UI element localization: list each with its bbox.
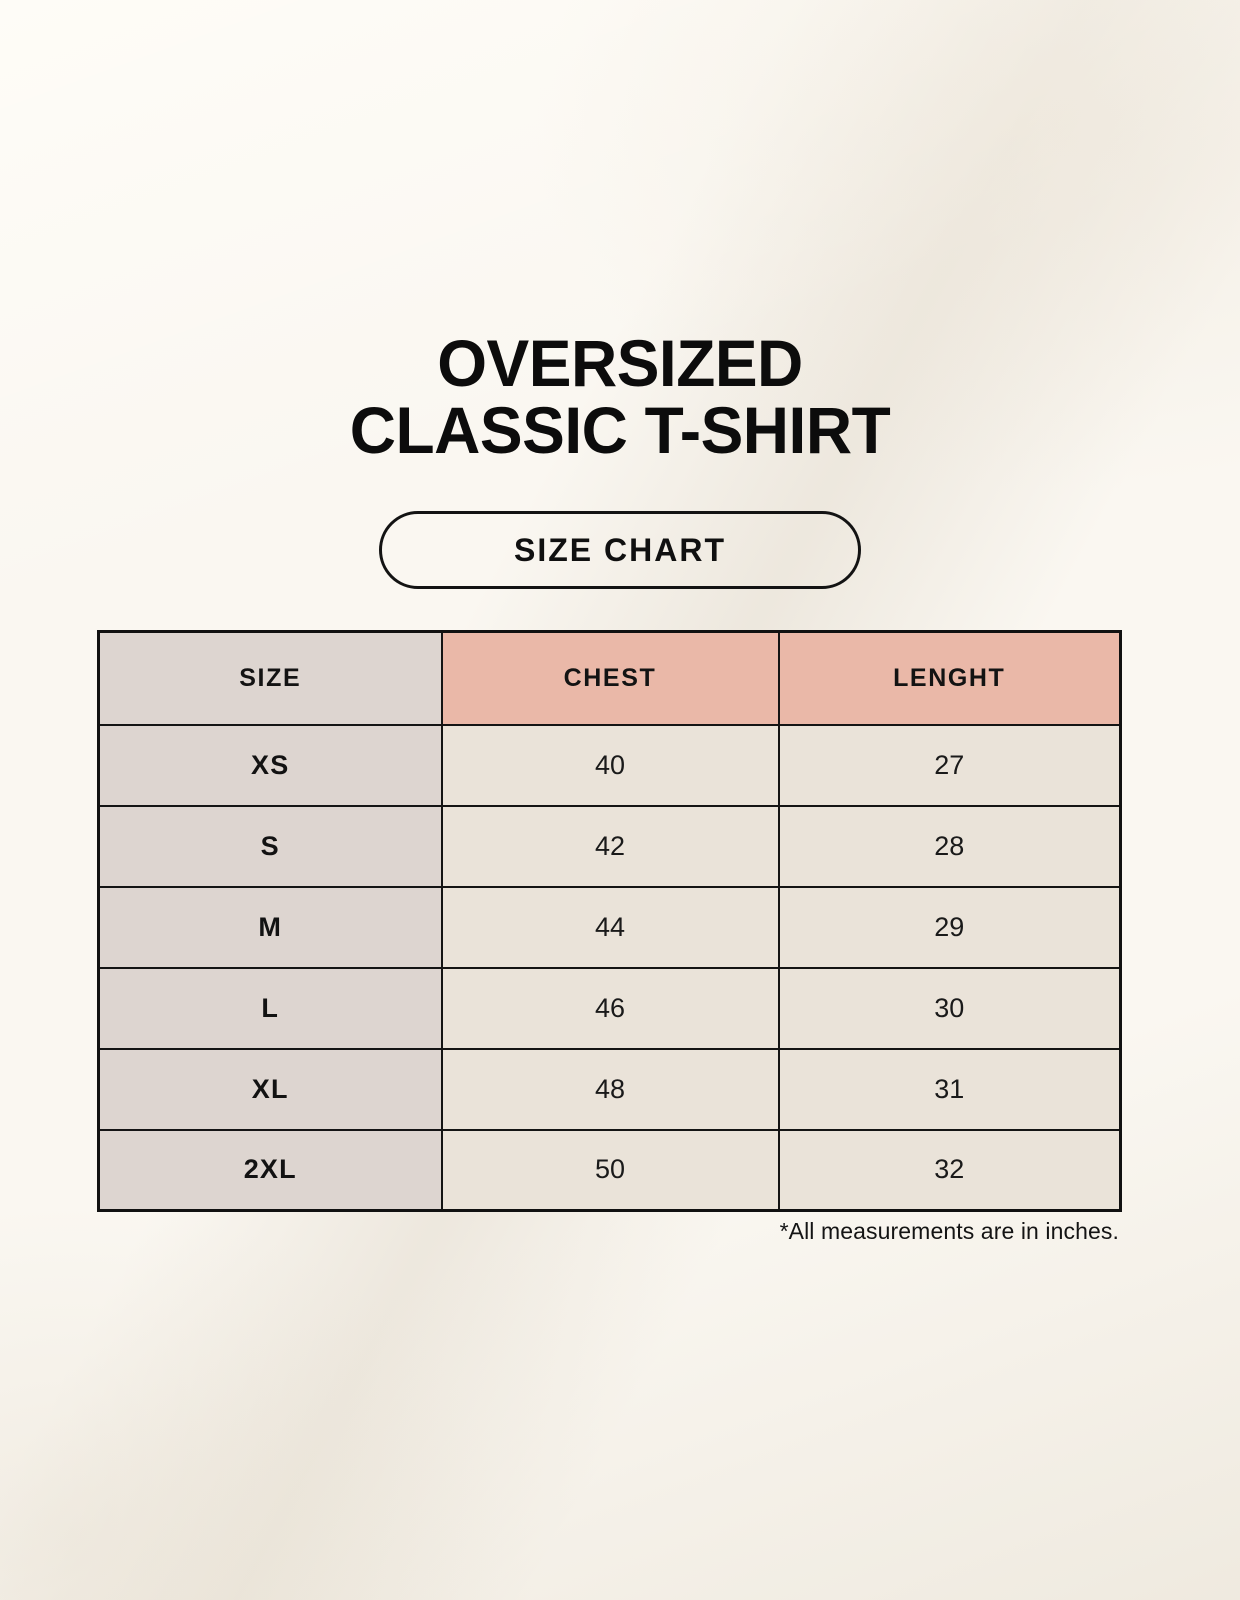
cell-length: 32 — [777, 1128, 1122, 1212]
table-header: SIZE CHEST LENGHT — [97, 630, 1122, 726]
cell-size: 2XL — [97, 1128, 443, 1212]
size-chart-table-wrapper: SIZE CHEST LENGHT XS 40 27 S 42 28 M — [97, 630, 1122, 1212]
cell-size: L — [97, 966, 443, 1050]
cell-chest: 46 — [440, 966, 780, 1050]
cell-size: M — [97, 885, 443, 969]
table-row: XS 40 27 — [97, 723, 1122, 807]
cell-chest: 44 — [440, 885, 780, 969]
size-chart-table: SIZE CHEST LENGHT XS 40 27 S 42 28 M — [97, 630, 1122, 1212]
column-header-size: SIZE — [97, 630, 443, 726]
table-row: L 46 30 — [97, 966, 1122, 1050]
table-body: XS 40 27 S 42 28 M 44 29 L 46 30 — [97, 723, 1122, 1212]
cell-length: 28 — [777, 804, 1122, 888]
table-row: M 44 29 — [97, 885, 1122, 969]
cell-chest: 48 — [440, 1047, 780, 1131]
column-header-chest: CHEST — [440, 630, 780, 726]
page-title: OVERSIZED CLASSIC T-SHIRT — [0, 326, 1240, 468]
cell-size: S — [97, 804, 443, 888]
cell-length: 30 — [777, 966, 1122, 1050]
table-row: 2XL 50 32 — [97, 1128, 1122, 1212]
cell-chest: 40 — [440, 723, 780, 807]
size-chart-badge-wrapper: SIZE CHART — [0, 511, 1240, 589]
cell-size: XL — [97, 1047, 443, 1131]
title-line-1: OVERSIZED — [437, 326, 803, 400]
cell-chest: 42 — [440, 804, 780, 888]
cell-length: 27 — [777, 723, 1122, 807]
table-row: S 42 28 — [97, 804, 1122, 888]
measurement-note: *All measurements are in inches. — [779, 1218, 1119, 1244]
table-row: XL 48 31 — [97, 1047, 1122, 1131]
column-header-length: LENGHT — [777, 630, 1122, 726]
size-chart-badge: SIZE CHART — [379, 511, 861, 589]
cell-chest: 50 — [440, 1128, 780, 1212]
cell-length: 31 — [777, 1047, 1122, 1131]
cell-length: 29 — [777, 885, 1122, 969]
cell-size: XS — [97, 723, 443, 807]
title-line-2: CLASSIC T-SHIRT — [349, 393, 891, 468]
table-header-row: SIZE CHEST LENGHT — [97, 630, 1122, 726]
